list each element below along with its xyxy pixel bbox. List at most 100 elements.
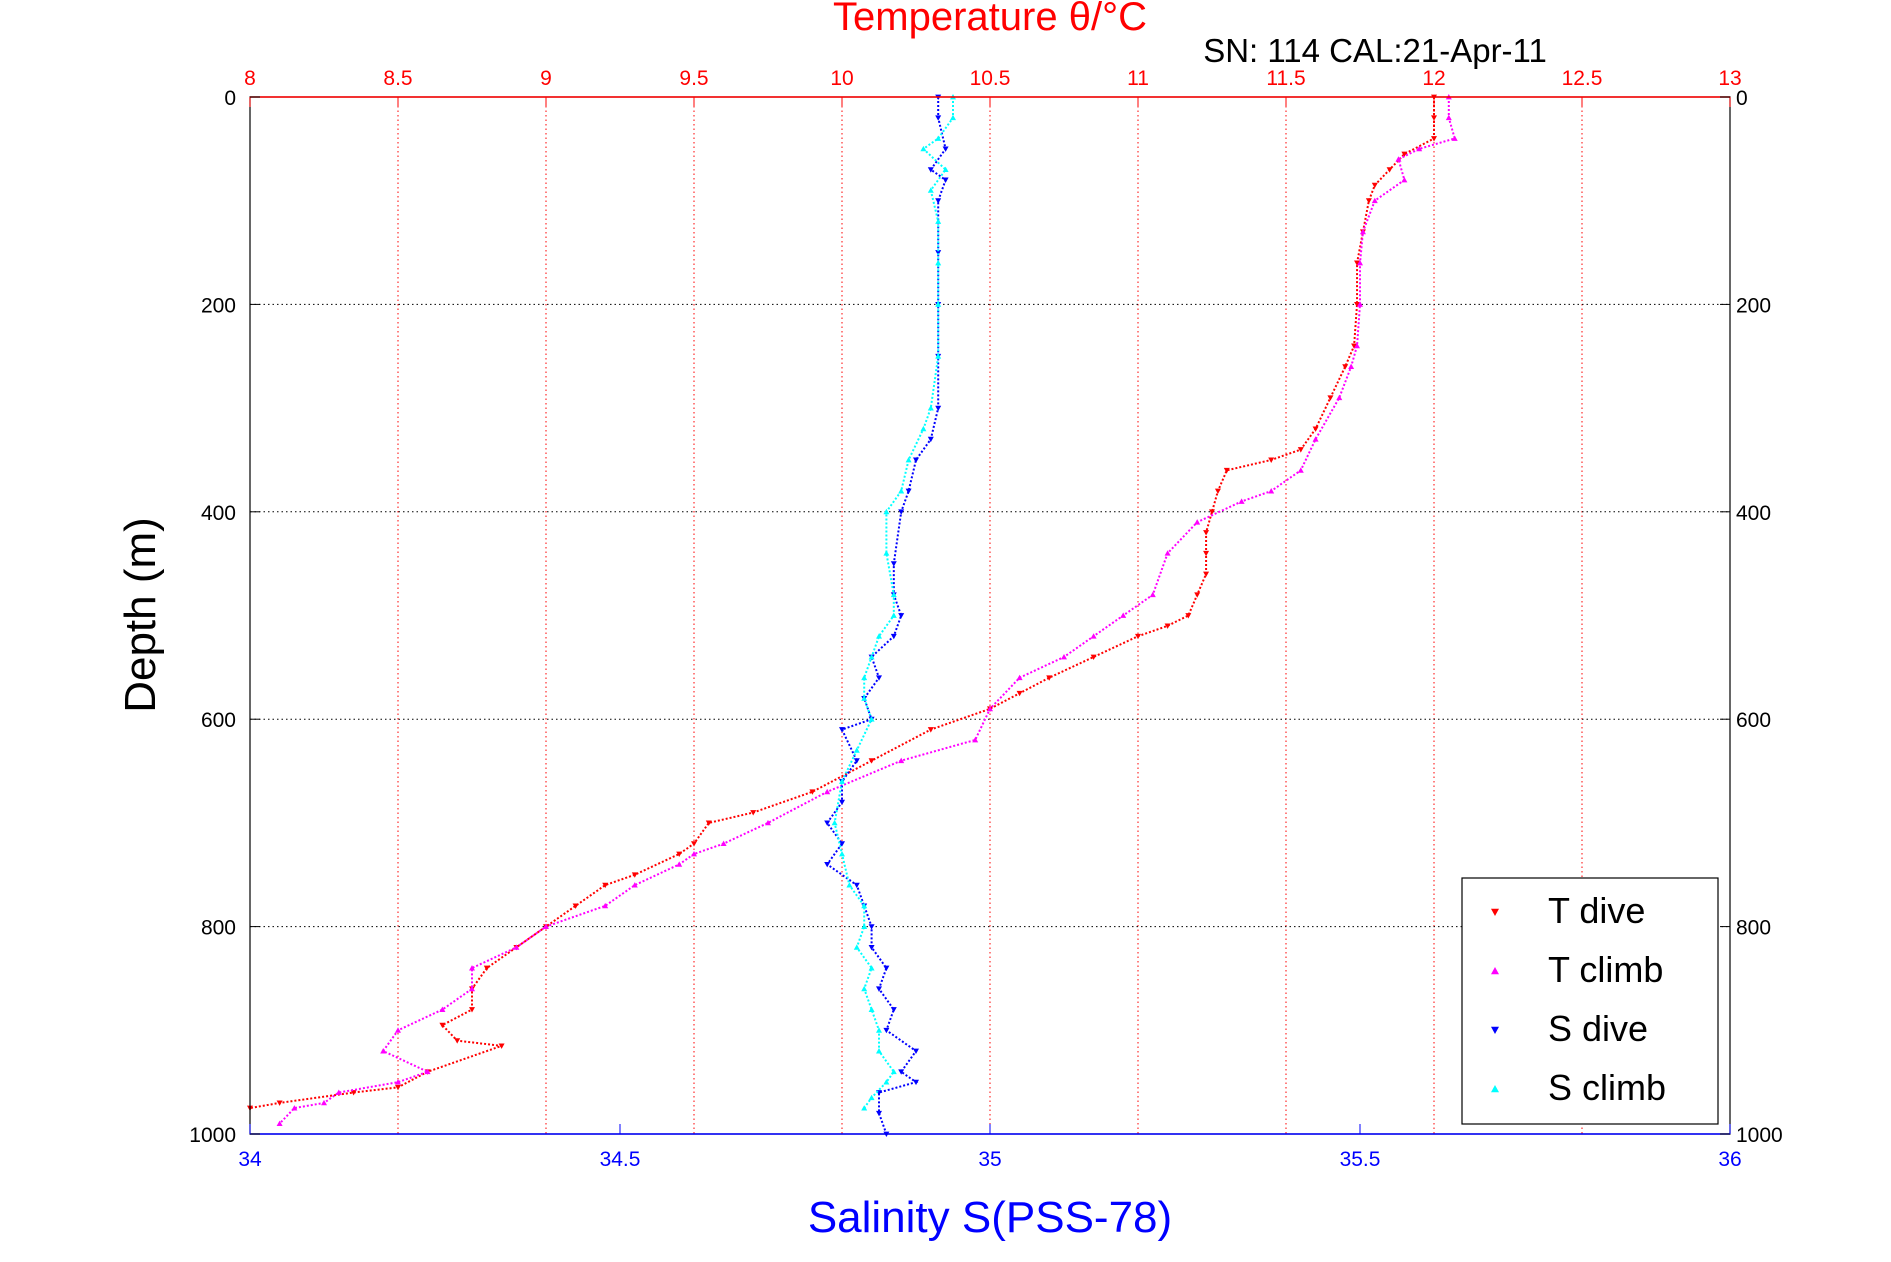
data-point — [935, 301, 942, 307]
depth-tick-label-right: 0 — [1736, 87, 1748, 110]
legend-label: S dive — [1548, 1008, 1648, 1049]
data-point — [469, 985, 475, 992]
data-point — [913, 457, 919, 463]
data-point — [883, 550, 890, 556]
data-point — [853, 944, 860, 950]
data-point — [839, 778, 845, 784]
data-point — [572, 903, 579, 909]
data-point — [1194, 519, 1201, 525]
data-point — [861, 695, 868, 701]
legend-label: T dive — [1548, 890, 1645, 931]
data-point — [913, 1048, 919, 1055]
data-point — [1312, 436, 1319, 442]
data-point — [1214, 488, 1221, 495]
data-point — [1203, 530, 1210, 536]
data-point — [1431, 115, 1437, 121]
salinity-tick-label: 34 — [238, 1148, 262, 1171]
data-point — [276, 1100, 283, 1106]
data-point — [1223, 467, 1230, 474]
data-point — [1354, 302, 1361, 308]
chart-subtitle: SN: 114 CAL:21-Apr-11 — [1203, 32, 1547, 69]
data-point — [883, 508, 890, 515]
data-point — [927, 436, 934, 443]
data-point — [1342, 364, 1349, 370]
data-point — [676, 861, 683, 867]
data-point — [905, 456, 912, 463]
data-point — [483, 965, 490, 972]
depth-tick-label-right: 600 — [1736, 709, 1771, 732]
data-point — [439, 1022, 446, 1029]
data-point — [927, 187, 934, 193]
data-point — [395, 1027, 401, 1033]
data-point — [350, 1090, 357, 1096]
data-point — [1164, 550, 1171, 556]
data-point — [824, 788, 831, 795]
data-point — [920, 145, 927, 152]
data-point — [942, 146, 949, 152]
data-point — [920, 425, 927, 432]
data-point — [1046, 675, 1053, 681]
depth-tick-label-left: 800 — [201, 917, 236, 940]
depth-tick-label-left: 600 — [201, 709, 236, 732]
depth-tick-label-right: 200 — [1736, 294, 1771, 317]
data-point — [1445, 114, 1452, 121]
series-t-climb — [276, 94, 1458, 1127]
data-point — [890, 633, 897, 640]
data-point — [1061, 653, 1067, 660]
data-point — [291, 1105, 298, 1111]
data-point — [883, 965, 890, 972]
data-point — [876, 986, 882, 992]
data-point — [890, 612, 897, 618]
data-point — [631, 882, 638, 888]
data-point — [876, 1048, 882, 1054]
data-point — [935, 405, 942, 412]
data-point — [935, 115, 942, 121]
data-point — [868, 944, 875, 951]
data-point — [1357, 301, 1363, 307]
data-point — [839, 727, 845, 733]
data-point — [868, 1094, 875, 1101]
data-point — [853, 882, 860, 889]
data-point — [853, 758, 860, 764]
data-point — [1327, 395, 1334, 401]
data-point — [1268, 488, 1275, 494]
data-point — [935, 259, 942, 266]
data-point — [1090, 654, 1097, 660]
data-point — [1359, 228, 1366, 235]
data-point — [861, 902, 868, 909]
data-point — [1351, 343, 1358, 349]
data-point — [691, 841, 697, 847]
data-point — [839, 799, 845, 806]
data-point — [1401, 151, 1408, 158]
data-point — [935, 353, 942, 359]
data-point — [1164, 623, 1171, 629]
data-point — [831, 819, 838, 826]
data-point — [321, 1099, 327, 1106]
data-point — [883, 1027, 890, 1034]
data-point — [454, 1038, 461, 1044]
data-point — [861, 923, 868, 929]
data-point — [1090, 633, 1097, 639]
legend-marker — [1491, 1026, 1499, 1034]
data-point — [1297, 447, 1304, 453]
data-point — [1238, 498, 1245, 504]
data-point — [868, 653, 875, 660]
data-point — [1297, 467, 1304, 473]
depth-tick-label-right: 400 — [1736, 502, 1771, 525]
depth-tick-label-left: 0 — [224, 87, 236, 110]
data-point — [1016, 674, 1023, 681]
depth-tick-label-right: 1000 — [1736, 1124, 1783, 1147]
series-trace — [249, 97, 1435, 1110]
data-point — [824, 861, 831, 868]
data-point — [1203, 571, 1210, 578]
data-point — [543, 923, 549, 929]
data-point — [935, 218, 942, 224]
data-point — [395, 1084, 401, 1091]
series-s-climb — [831, 94, 956, 1111]
data-point — [1354, 260, 1361, 266]
data-point — [861, 1105, 868, 1111]
data-point — [380, 1048, 387, 1054]
temperature-tick-label: 13 — [1718, 67, 1741, 90]
